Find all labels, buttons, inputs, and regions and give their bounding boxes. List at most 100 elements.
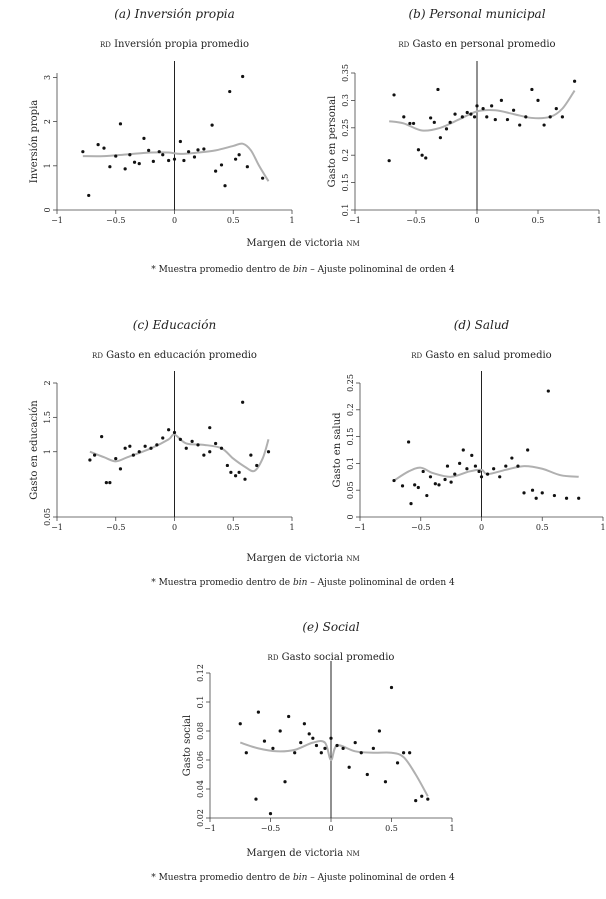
x-axis-label: Margen de victoria nm	[246, 553, 359, 564]
data-point	[453, 112, 457, 116]
panel-subtitle: rd Inversión propia promedio	[100, 39, 249, 50]
data-point	[142, 136, 146, 141]
x-axis-label-abbrev: nm	[346, 553, 359, 564]
footnote-italic: bin	[293, 873, 308, 883]
data-point	[526, 448, 530, 452]
data-point	[161, 153, 165, 157]
data-point	[479, 475, 484, 479]
footnote-italic: bin	[293, 578, 308, 588]
x-tick-label: −0.5	[411, 523, 430, 532]
data-point	[202, 453, 206, 457]
data-point	[416, 148, 421, 152]
x-tick-label: 0	[479, 523, 484, 532]
data-point	[149, 446, 153, 450]
footnote-text-end: – Ajuste polinominal de orden 4	[307, 578, 455, 588]
data-point	[518, 123, 522, 127]
data-point	[437, 483, 441, 487]
data-point	[414, 799, 418, 803]
subtitle-text: Gasto en personal promedio	[409, 39, 555, 50]
data-point	[137, 450, 141, 454]
data-point	[210, 123, 214, 127]
data-point	[123, 167, 127, 171]
data-point	[499, 98, 503, 102]
footnote-text: * Muestra promedio dentro de	[151, 578, 293, 588]
polynomial-fit-line	[89, 433, 270, 473]
subtitle-prefix: rd	[92, 350, 103, 361]
data-point	[278, 729, 282, 733]
data-point	[234, 474, 238, 478]
data-point	[470, 453, 474, 457]
data-point	[485, 115, 489, 119]
data-point	[237, 470, 241, 474]
y-tick-label: 0.3	[341, 94, 350, 107]
footnote-italic: bin	[293, 265, 308, 275]
data-point	[261, 176, 265, 180]
data-point	[554, 107, 558, 111]
data-point	[219, 163, 224, 167]
x-tick-label: 0	[172, 523, 177, 532]
data-point	[536, 98, 540, 102]
y-tick-label: 0.2	[346, 403, 355, 416]
data-point	[416, 485, 420, 490]
data-point	[108, 165, 112, 169]
data-point	[407, 440, 411, 444]
y-tick-label: 0	[43, 207, 52, 212]
data-point	[283, 780, 287, 784]
y-tick-label: 0.08	[196, 722, 205, 740]
x-tick-label: 0	[328, 824, 333, 833]
footnote: * Muestra promedio dentro de bin – Ajust…	[151, 873, 455, 883]
data-point	[208, 426, 212, 430]
data-point	[402, 115, 406, 119]
data-point	[421, 469, 425, 474]
y-axis-label: Gasto en educación	[29, 400, 40, 500]
y-axis-label: Gasto social	[182, 715, 193, 776]
data-point	[511, 108, 516, 112]
data-point	[131, 453, 135, 457]
data-point	[438, 136, 442, 140]
data-point	[387, 159, 391, 163]
panel-a: (a) Inversión propia rd Inversión propia …	[29, 7, 295, 225]
subtitle-prefix: rd	[268, 652, 279, 663]
data-point	[548, 115, 552, 119]
data-point	[359, 751, 363, 755]
data-point	[490, 104, 494, 108]
data-point	[100, 435, 104, 439]
data-point	[196, 443, 200, 447]
data-point	[155, 443, 159, 447]
data-point	[319, 751, 323, 755]
data-point	[540, 491, 544, 495]
data-point	[178, 437, 182, 441]
data-point	[524, 115, 528, 119]
data-point	[255, 463, 259, 468]
data-point	[409, 502, 413, 506]
data-point	[93, 453, 97, 457]
data-point	[402, 751, 406, 755]
y-tick-label: 2	[43, 119, 52, 124]
panel-c: (c) Educación rd Gasto en educación prome…	[29, 318, 295, 532]
data-point	[123, 446, 127, 450]
data-point	[420, 153, 424, 157]
data-point	[465, 110, 469, 115]
data-point	[243, 477, 247, 481]
data-point	[245, 165, 249, 169]
data-point	[408, 121, 412, 126]
data-point	[335, 743, 339, 748]
x-tick-label: −1	[204, 824, 216, 833]
data-point	[460, 115, 464, 119]
subtitle-text: Gasto social promedio	[278, 652, 394, 663]
data-point	[448, 120, 452, 124]
y-tick-label: 3	[43, 75, 52, 80]
data-point	[477, 469, 481, 474]
data-point	[546, 389, 550, 393]
data-point	[377, 729, 381, 733]
y-tick-label: 0.2	[341, 149, 350, 162]
x-tick-label: −1	[354, 523, 366, 532]
x-tick-label: 0.5	[227, 216, 240, 225]
x-tick-label: −1	[349, 216, 361, 225]
y-tick-label: 0	[346, 514, 355, 519]
polynomial-fit-line	[82, 142, 270, 182]
x-tick-label: 0	[172, 216, 177, 225]
data-point	[428, 475, 433, 479]
data-point	[314, 743, 319, 748]
